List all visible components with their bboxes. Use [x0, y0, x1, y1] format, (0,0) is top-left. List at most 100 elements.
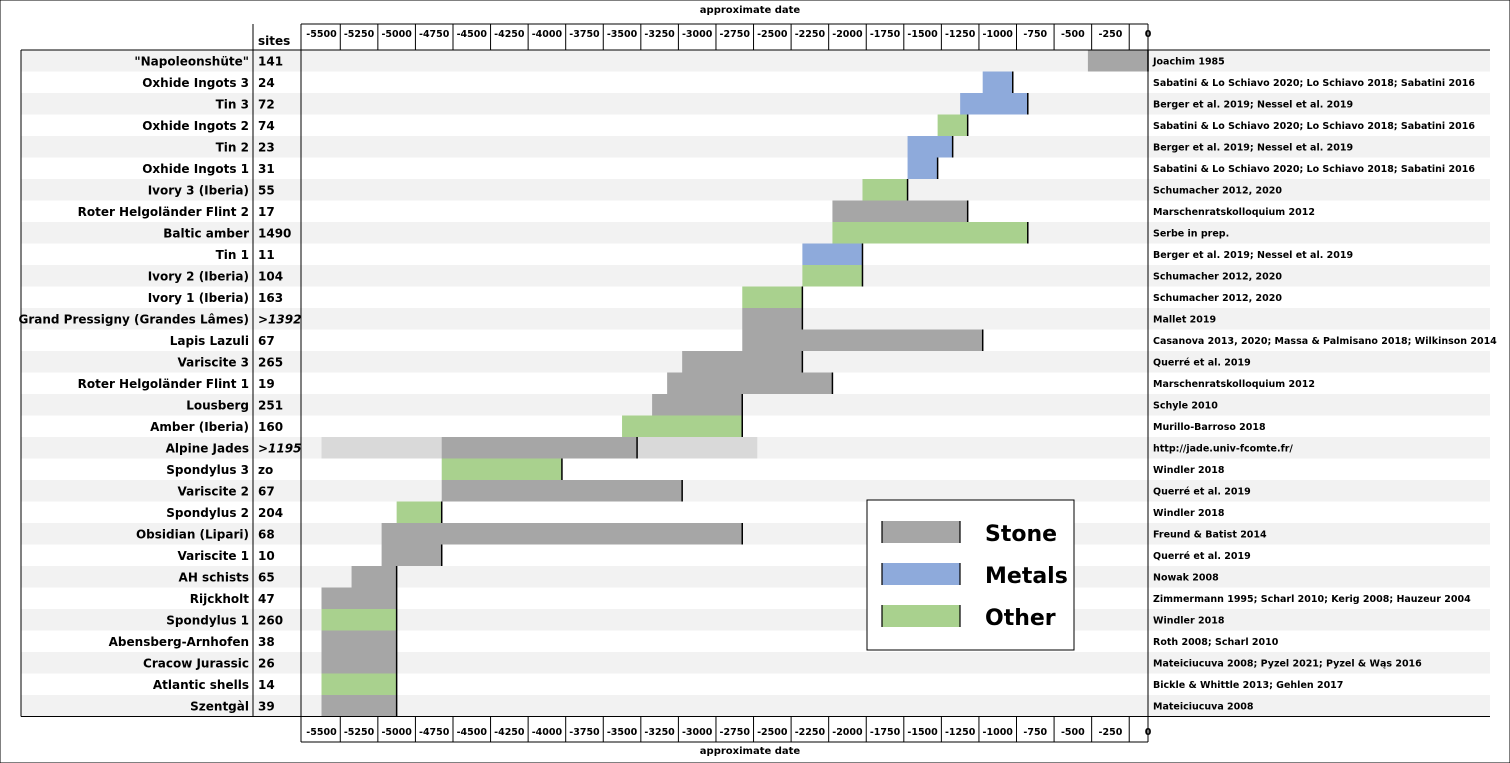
x-tick-label-top: -500: [1061, 29, 1085, 40]
x-tick-label-top: -1250: [945, 29, 976, 40]
row-label: Baltic amber: [163, 226, 249, 240]
row-sites: 1490: [258, 226, 291, 240]
row-sites: 47: [258, 592, 275, 606]
row-label: Szentgàl: [190, 699, 249, 713]
row-sites: 10: [258, 549, 275, 563]
row-reference: Joachim 1985: [1152, 56, 1225, 67]
bar-other: [862, 179, 908, 201]
bar-metals: [982, 71, 1013, 93]
row-sites: 104: [258, 269, 283, 283]
row-reference: Berger et al. 2019; Nessel et al. 2019: [1153, 99, 1353, 110]
axis-title-bottom: approximate date: [700, 746, 801, 757]
row-stripe: [21, 93, 1490, 115]
x-tick-label-bottom: -5000: [381, 727, 412, 738]
x-tick-label-bottom: -3000: [682, 727, 713, 738]
x-tick-label-top: -2500: [757, 29, 788, 40]
row-label: Ivory 2 (Iberia): [148, 269, 249, 283]
x-tick-label-bottom: -500: [1061, 727, 1085, 738]
row-label: Cracow Jurassic: [143, 656, 249, 670]
row-sites: 23: [258, 140, 275, 154]
x-tick-label-top: -250: [1099, 29, 1123, 40]
row-sites: 160: [258, 420, 283, 434]
row-reference: Nowak 2008: [1153, 572, 1219, 583]
bar-stone: [742, 308, 803, 330]
row-reference: Schumacher 2012, 2020: [1153, 271, 1282, 282]
x-tick-label-bottom: -4750: [419, 727, 450, 738]
row-sites: 11: [258, 248, 275, 262]
bars-layer: [321, 50, 1149, 717]
bar-stone: [381, 523, 743, 545]
bar-stone: [321, 587, 397, 609]
x-tick-label-top: -2750: [720, 29, 751, 40]
row-reference: Mallet 2019: [1153, 314, 1216, 325]
x-tick-label-top: -1750: [870, 29, 901, 40]
x-tick-label-bottom: -4000: [532, 727, 563, 738]
row-sites: 14: [258, 678, 275, 692]
row-stripe: [21, 415, 1490, 437]
row-label: Ivory 1 (Iberia): [148, 291, 249, 305]
row-reference: Zimmermann 1995; Scharl 2010; Kerig 2008…: [1153, 594, 1471, 605]
x-tick-label-top: -750: [1023, 29, 1047, 40]
x-tick-label-top: -2250: [795, 29, 826, 40]
row-reference: Mateiciucuva 2008: [1153, 701, 1254, 712]
x-tick-label-bottom: -1750: [870, 727, 901, 738]
row-sites: 31: [258, 162, 275, 176]
row-labels: "Napoleonshüte" 141 Joachim 1985 Oxhide Ing…: [18, 54, 1497, 713]
row-label: Spondylus 2: [166, 506, 249, 520]
x-tick-label-bottom: -2250: [795, 727, 826, 738]
row-sites: 39: [258, 699, 275, 713]
row-reference: Freund & Batist 2014: [1153, 529, 1267, 540]
row-stripe: [21, 71, 1490, 93]
bar-stone: [667, 372, 833, 394]
row-sites: 72: [258, 97, 275, 111]
x-tick-label-bottom: -2000: [832, 727, 863, 738]
row-stripe: [21, 501, 1490, 523]
row-label: Spondylus 3: [166, 463, 249, 477]
bar-metals: [907, 157, 938, 179]
row-reference: Schumacher 2012, 2020: [1153, 293, 1282, 304]
row-label: Lousberg: [186, 398, 249, 412]
row-stripe: [21, 265, 1490, 287]
bar-stone: [742, 329, 983, 351]
bar-stone: [351, 566, 397, 588]
x-tick-label-top: -1000: [983, 29, 1014, 40]
row-label: Alpine Jades: [166, 441, 249, 455]
row-reference: Querré et al. 2019: [1153, 486, 1251, 497]
row-sites: 260: [258, 613, 283, 627]
row-sites: 163: [258, 291, 283, 305]
x-tick-label-bottom: -750: [1023, 727, 1047, 738]
bar-metals: [802, 243, 863, 265]
row-label: Atlantic shells: [153, 678, 249, 692]
row-sites: 26: [258, 656, 275, 670]
row-label: Tin 2: [216, 140, 249, 154]
row-label: Lapis Lazuli: [170, 334, 249, 348]
bar-other: [832, 222, 1028, 244]
row-sites: >1392: [258, 312, 301, 326]
bar-other: [742, 286, 803, 308]
row-reference: Casanova 2013, 2020; Massa & Palmisano 2…: [1153, 336, 1497, 347]
row-stripe: [21, 480, 1490, 502]
row-sites: 204: [258, 506, 283, 520]
x-tick-label-bottom: -1000: [983, 727, 1014, 738]
axis-title-top: approximate date: [700, 5, 801, 16]
row-label: Spondylus 1: [166, 613, 249, 627]
row-reference: Sabatini & Lo Schiavo 2020; Lo Schiavo 2…: [1153, 121, 1475, 132]
row-reference: Roth 2008; Scharl 2010: [1153, 637, 1279, 648]
row-stripe: [21, 157, 1490, 179]
row-label: Obsidian (Lipari): [136, 527, 249, 541]
x-tick-label-bottom: -4250: [494, 727, 525, 738]
x-tick-label-bottom: -1250: [945, 727, 976, 738]
row-label: AH schists: [179, 570, 249, 584]
row-reference: Windler 2018: [1153, 465, 1225, 476]
x-tick-label-top: -3000: [682, 29, 713, 40]
row-sites: 65: [258, 570, 275, 584]
chart-frame: [20, 23, 1490, 743]
row-reference: Berger et al. 2019; Nessel et al. 2019: [1153, 142, 1353, 153]
x-tick-label-bottom: -2500: [757, 727, 788, 738]
bar-stone: [652, 394, 743, 416]
x-tick-label-top: -2000: [832, 29, 863, 40]
x-tick-label-top: -3250: [644, 29, 675, 40]
row-sites: 74: [258, 119, 275, 133]
bar-other: [937, 114, 968, 136]
